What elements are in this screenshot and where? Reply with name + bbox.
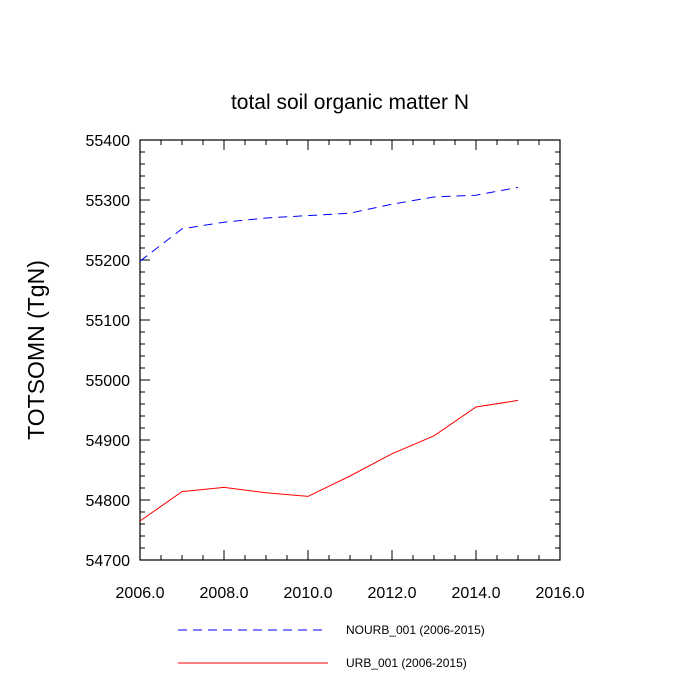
plot-frame — [139, 139, 561, 561]
y-axis-label: TOTSOMN (TgN) — [23, 260, 49, 440]
series-line-urb-001 — [139, 399, 519, 522]
y-tick-label: 55200 — [86, 253, 131, 270]
x-tick-label: 2012.0 — [368, 585, 417, 602]
x-tick-label: 2016.0 — [536, 585, 585, 602]
y-tick-label: 55400 — [86, 133, 131, 150]
x-tick-label: 2010.0 — [284, 585, 333, 602]
y-tick-label: 55300 — [86, 193, 131, 210]
y-tick-label: 55100 — [86, 313, 131, 330]
chart-title: total soil organic matter N — [231, 91, 469, 114]
legend-label: URB_001 (2006-2015) — [346, 656, 467, 670]
legend-label: NOURB_001 (2006-2015) — [346, 623, 485, 637]
series-line-nourb-001 — [139, 186, 519, 262]
plot-area: 2006.0 2008.0 2010.0 2012.0 2014.0 2016.0 5470… — [86, 133, 585, 602]
y-tick-label: 55000 — [86, 373, 131, 390]
x-tick-label: 2014.0 — [452, 585, 501, 602]
y-tick-label: 54800 — [86, 493, 131, 510]
x-tick-label: 2006.0 — [116, 585, 165, 602]
y-tick-label: 54700 — [86, 553, 131, 570]
x-tick-label: 2008.0 — [200, 585, 249, 602]
legend: NOURB_001 (2006-2015) URB_001 (2006-2015) — [178, 623, 485, 670]
y-tick-label: 54900 — [86, 433, 131, 450]
